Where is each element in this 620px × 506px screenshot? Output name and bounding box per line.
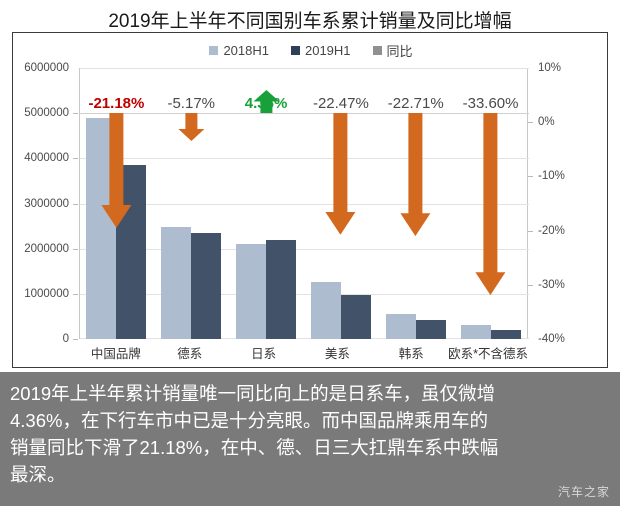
- x-axis-label-german: 德系: [177, 347, 203, 361]
- y-axis-right-tickmark: [528, 230, 533, 232]
- legend-item-2018h1: 2018H1: [209, 43, 269, 58]
- bar-2019h1-american: [340, 294, 371, 339]
- bar-group-european: [453, 68, 528, 339]
- x-axis-label-korean: 韩系: [398, 347, 424, 361]
- y-axis-left-tickmark: [73, 113, 78, 115]
- y-axis-left-tick-0: 0: [62, 333, 69, 345]
- caption-line-3: 销量同比下滑了21.18%，在中、德、日三大扛鼎车系中跌幅: [10, 437, 499, 458]
- bar-2019h1-european: [490, 329, 521, 339]
- bar-group-japanese: [229, 68, 304, 339]
- data-label-row: -21.18% -5.17% 4.36% -22.47% -22.71% -33…: [79, 95, 528, 112]
- gridline: [80, 68, 529, 69]
- data-label-china: -21.18%: [88, 95, 145, 112]
- y-axis-left-tick-2000000: 2000000: [24, 242, 69, 255]
- gridline-baseline: [80, 338, 529, 339]
- caption-line-4: 最深。: [10, 464, 66, 485]
- y-axis-right-tick-10: 10%: [538, 62, 562, 74]
- legend-swatch-2018h1: [209, 46, 219, 55]
- legend-item-2019h1: 2019H1: [290, 43, 351, 58]
- y-axis-right-tickmark: [528, 122, 533, 124]
- bar-2019h1-japanese: [266, 239, 297, 339]
- caption-block: 2019年上半年累计销量唯一同比向上的是日系车，虽仅微增 4.36%，在下行车市…: [0, 372, 620, 506]
- x-axis-label-china: 中国品牌: [90, 347, 141, 361]
- bar-2018h1-korean: [385, 314, 416, 339]
- y-axis-right-tick-minus10: -10%: [538, 170, 565, 183]
- gridline-zero-pct: [80, 113, 529, 115]
- gridline: [80, 158, 529, 160]
- y-axis-left-tick-3000000: 3000000: [24, 197, 69, 210]
- x-axis-categories: 中国品牌 德系 日系 美系 韩系 欧系*不含德系: [79, 343, 528, 362]
- y-axis-left-tickmark: [73, 248, 78, 250]
- bar-2018h1-european: [460, 325, 491, 339]
- legend-label-2018h1: 2018H1: [223, 43, 269, 58]
- bar-group-german: [154, 68, 229, 339]
- gridline: [80, 293, 529, 295]
- y-axis-left-tick-5000000: 5000000: [24, 107, 69, 120]
- page-title: 2019年上半年不同国别车系累计销量及同比增幅: [108, 11, 512, 32]
- data-label-japanese: 4.36%: [244, 95, 288, 112]
- data-label-korean: -22.71%: [387, 95, 444, 112]
- bar-2018h1-german: [161, 227, 192, 339]
- x-axis-label-japanese: 日系: [251, 347, 277, 361]
- y-axis-right-tick-minus20: -20%: [538, 224, 565, 237]
- legend-label-2019h1: 2019H1: [304, 43, 351, 58]
- y-axis-left-tickmark: [73, 293, 78, 295]
- plot-area: [79, 68, 529, 339]
- y-axis-left-tickmark: [73, 203, 78, 205]
- y-axis-right-tickmark: [528, 284, 533, 286]
- y-axis-left-tick-4000000: 4000000: [24, 152, 69, 165]
- legend-swatch-2019h1: [290, 46, 300, 55]
- legend-swatch-tongbi: [372, 46, 382, 55]
- bar-2019h1-korean: [415, 319, 446, 339]
- caption-line-2: 4.36%，在下行车市中已是十分亮眼。而中国品牌乘用车的: [10, 410, 488, 431]
- data-label-american: -22.47%: [312, 95, 369, 112]
- y-axis-left-tick-6000000: 6000000: [24, 62, 69, 74]
- y-axis-right: 10% 0% -10% -20% -30% -40%: [528, 62, 608, 345]
- chart-frame: 2018H1 2019H1 同比 6000000 5000000 4000000…: [12, 32, 608, 368]
- gridline: [80, 203, 529, 205]
- bar-2019h1-china: [116, 164, 147, 339]
- data-label-european: -33.60%: [462, 95, 519, 112]
- caption-line-1: 2019年上半年累计销量唯一同比向上的是日系车，虽仅微增: [10, 383, 496, 404]
- chart-legend: 2018H1 2019H1 同比: [13, 41, 609, 60]
- bar-2018h1-china: [86, 118, 117, 339]
- x-axis-label-american: 美系: [324, 347, 350, 361]
- bar-2019h1-german: [191, 233, 222, 339]
- bar-group-american: [303, 68, 378, 339]
- y-axis-left: 6000000 5000000 4000000 3000000 2000000 …: [13, 62, 75, 345]
- y-axis-right-tick-minus40: -40%: [538, 333, 565, 345]
- bar-2018h1-american: [310, 282, 341, 339]
- y-axis-right-tickmark: [528, 176, 533, 178]
- legend-item-tongbi: 同比: [372, 41, 413, 60]
- legend-label-tongbi: 同比: [386, 44, 413, 59]
- y-axis-left-tickmark: [73, 158, 78, 160]
- y-axis-right-tick-0: 0%: [538, 116, 555, 129]
- x-axis-label-european: 欧系*不含德系: [448, 347, 529, 361]
- y-axis-left-tickmark: [73, 339, 78, 340]
- y-axis-left-tick-1000000: 1000000: [24, 287, 69, 300]
- watermark: 汽车之家: [557, 485, 610, 499]
- data-label-german: -5.17%: [167, 95, 215, 112]
- gridline: [80, 248, 529, 250]
- bar-group-korean: [378, 68, 453, 339]
- y-axis-right-tick-minus30: -30%: [538, 278, 565, 291]
- bar-2018h1-japanese: [236, 243, 267, 339]
